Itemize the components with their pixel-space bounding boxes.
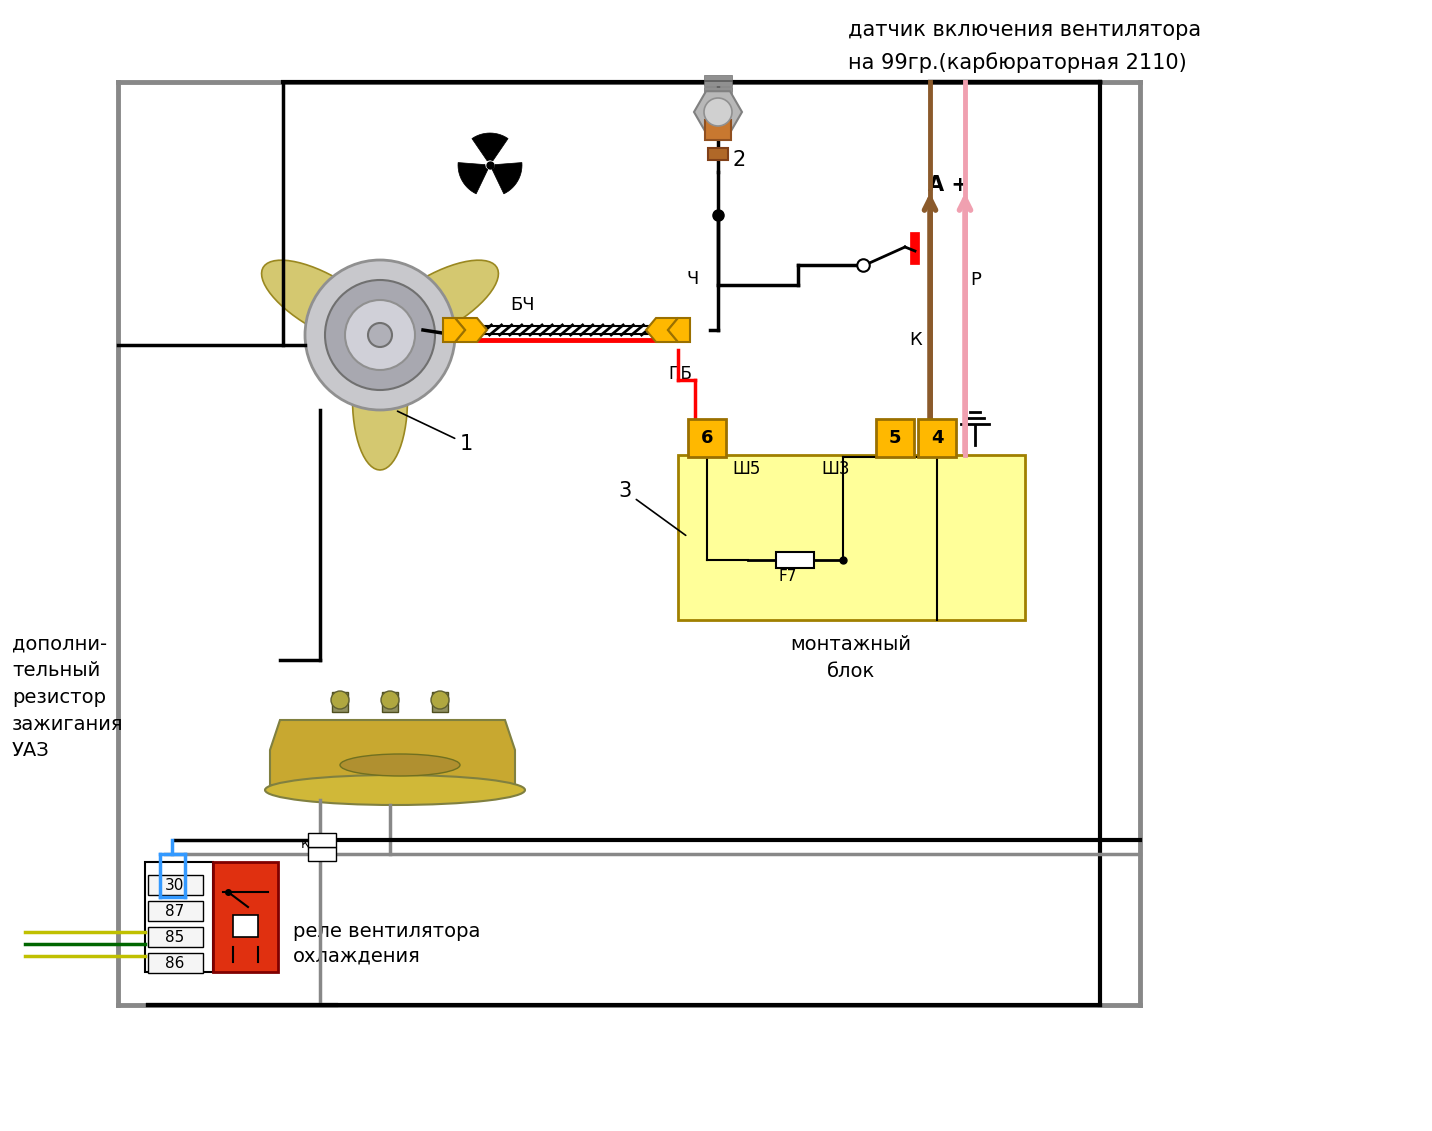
Bar: [705, 87, 732, 92]
Ellipse shape: [265, 775, 526, 805]
Bar: [213, 862, 278, 972]
Bar: [705, 105, 732, 110]
Text: 86: 86: [165, 956, 185, 970]
Ellipse shape: [339, 754, 460, 776]
Polygon shape: [442, 318, 465, 342]
Text: Р: Р: [969, 271, 981, 290]
Text: 30: 30: [165, 878, 185, 892]
Circle shape: [331, 691, 349, 709]
Text: реле вентилятора
охлаждения: реле вентилятора охлаждения: [294, 922, 480, 966]
Polygon shape: [646, 318, 677, 342]
Circle shape: [431, 691, 450, 709]
Text: 2: 2: [733, 150, 746, 170]
Bar: [705, 93, 732, 98]
Bar: [308, 834, 337, 847]
Bar: [776, 552, 813, 568]
Polygon shape: [493, 163, 523, 193]
Text: ПБ: ПБ: [667, 365, 692, 383]
Bar: [147, 953, 203, 973]
Text: К: К: [301, 838, 309, 851]
Circle shape: [305, 260, 455, 411]
Text: 87: 87: [165, 904, 185, 918]
Bar: [432, 692, 448, 713]
Text: F7: F7: [778, 569, 796, 584]
Bar: [705, 120, 730, 140]
Bar: [876, 418, 914, 457]
Bar: [705, 75, 732, 80]
Text: на 99гр.(карбюраторная 2110): на 99гр.(карбюраторная 2110): [848, 52, 1187, 72]
Bar: [918, 418, 957, 457]
Polygon shape: [695, 92, 742, 132]
Polygon shape: [262, 260, 385, 345]
Text: БЧ: БЧ: [510, 296, 534, 314]
Bar: [687, 418, 726, 457]
Polygon shape: [458, 163, 488, 193]
Bar: [332, 692, 348, 713]
Bar: [233, 915, 258, 936]
Bar: [382, 692, 398, 713]
Bar: [308, 847, 337, 861]
Polygon shape: [374, 260, 498, 345]
Circle shape: [368, 323, 392, 347]
Bar: [705, 100, 732, 104]
Polygon shape: [352, 330, 408, 470]
Text: дополни-
тельный
резистор
зажигания
УАЗ: дополни- тельный резистор зажигания УАЗ: [11, 634, 123, 760]
Bar: [147, 901, 203, 921]
Polygon shape: [455, 318, 487, 342]
Bar: [145, 862, 213, 972]
Text: Ч: Ч: [686, 270, 699, 288]
Polygon shape: [667, 318, 690, 342]
Text: 1: 1: [398, 412, 473, 454]
Bar: [147, 927, 203, 947]
Text: 6: 6: [700, 429, 713, 447]
Text: 3: 3: [619, 481, 686, 535]
Circle shape: [345, 300, 415, 370]
Text: Ш5: Ш5: [732, 460, 760, 478]
Circle shape: [325, 280, 435, 390]
Bar: [147, 875, 203, 895]
Text: А +: А +: [928, 175, 968, 195]
Bar: [707, 148, 727, 159]
Text: 85: 85: [165, 930, 185, 944]
Polygon shape: [473, 133, 508, 161]
Text: блок: блок: [826, 662, 875, 681]
Polygon shape: [271, 720, 516, 785]
Bar: [705, 81, 732, 86]
Text: 5: 5: [889, 429, 901, 447]
Circle shape: [381, 691, 400, 709]
Text: Ш3: Ш3: [821, 460, 849, 478]
Circle shape: [705, 98, 732, 126]
Text: 4: 4: [931, 429, 944, 447]
Text: К: К: [909, 331, 922, 349]
Text: монтажный: монтажный: [790, 634, 912, 654]
Bar: [677, 455, 1025, 620]
Text: датчик включения вентилятора: датчик включения вентилятора: [848, 20, 1201, 40]
